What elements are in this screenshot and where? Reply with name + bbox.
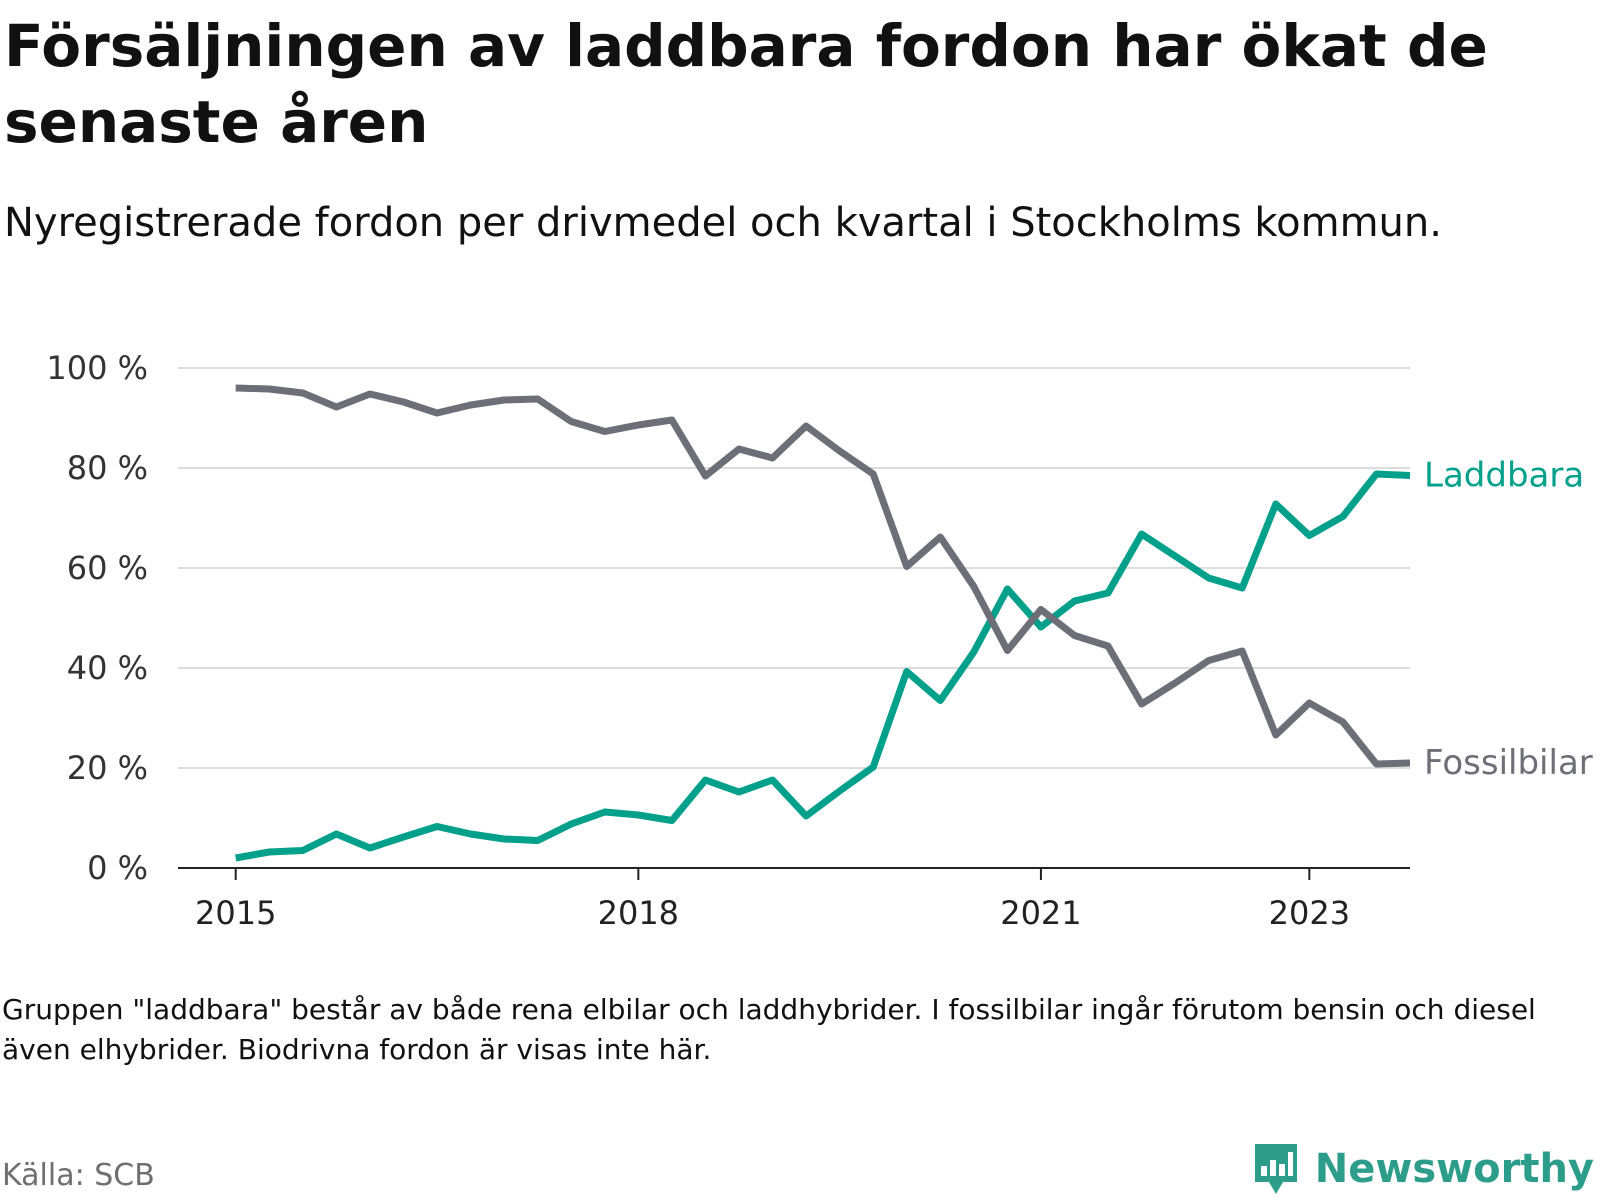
brand-logo: Newsworthy: [1251, 1140, 1594, 1198]
x-tick-label: 2021: [1000, 894, 1081, 930]
newsworthy-logo-icon: [1254, 1144, 1297, 1194]
brand-name: Newsworthy: [1314, 1146, 1594, 1192]
source-credit: Källa: SCB: [2, 1158, 155, 1193]
y-tick-label: 60 %: [67, 549, 148, 587]
chart-title: Försäljningen av laddbara fordon har öka…: [4, 12, 1488, 156]
series-label-laddbara: Laddbara: [1424, 456, 1584, 496]
series-line-fossilbilar: [235, 384, 1411, 768]
y-tick-label: 40 %: [67, 649, 148, 687]
line-chart: 0 % 20 % 40 % 60 % 80 % 100 % 2015 2018 2021 202…: [46, 349, 1593, 930]
y-tick-label: 0 %: [87, 849, 148, 887]
x-axis: 2015 2018 2021 2023: [178, 867, 1410, 930]
gridlines: [178, 367, 1410, 769]
series-line-laddbara: [235, 470, 1411, 862]
x-tick-label: 2018: [598, 894, 679, 930]
y-tick-label: 100 %: [46, 349, 148, 387]
y-tick-label: 80 %: [67, 449, 148, 487]
series-label-fossilbilar: Fossilbilar: [1424, 743, 1593, 783]
x-tick-label: 2015: [195, 894, 276, 930]
series-labels: Laddbara Fossilbilar: [1424, 456, 1593, 784]
x-tick-label: 2023: [1269, 894, 1350, 930]
series-lines: [235, 384, 1411, 862]
footnote: Gruppen "laddbara" består av både rena e…: [2, 993, 1536, 1066]
y-axis: 0 % 20 % 40 % 60 % 80 % 100 %: [46, 349, 148, 887]
y-tick-label: 20 %: [67, 749, 148, 787]
chart-subtitle: Nyregistrerade fordon per drivmedel och …: [4, 200, 1442, 246]
